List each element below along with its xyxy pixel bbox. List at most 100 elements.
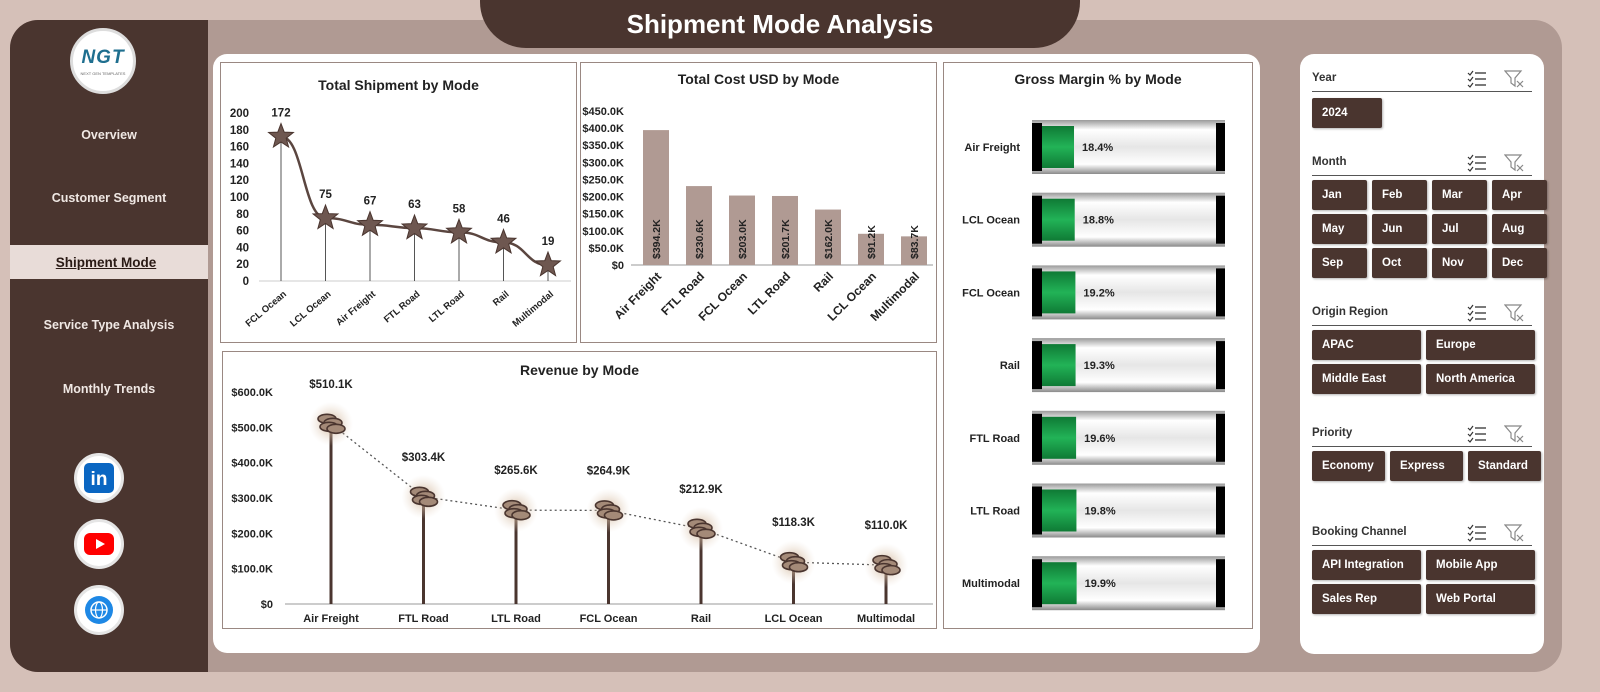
nav-shipment-mode[interactable]: Shipment Mode [10,245,208,279]
y-tick-label: 0 [243,276,249,288]
data-point-star [311,203,340,230]
bar [686,186,712,265]
nav-overview[interactable]: Overview [81,128,137,142]
y-tick-label: $200.0K [582,192,624,204]
month-option[interactable]: Sep [1312,248,1367,278]
page-title: Shipment Mode Analysis [480,0,1080,48]
data-label: 19.8% [1084,506,1115,518]
y-tick-label: 180 [230,125,249,137]
origin-region-option[interactable]: Europe [1426,330,1535,360]
sidebar: NGT NEXT GEN TEMPLATES Overview Customer… [10,20,208,672]
priority-option[interactable]: Standard [1468,451,1541,481]
data-label: $83.7K [909,225,921,259]
month-option[interactable]: Apr [1492,180,1547,210]
origin-region-option[interactable]: APAC [1312,330,1421,360]
year-option[interactable]: 2024 [1312,98,1382,128]
coin [603,510,624,521]
y-tick-label: $450.0K [582,106,624,118]
y-tick-label: $150.0K [582,209,624,221]
month-option[interactable]: Mar [1432,180,1487,210]
gross-margin-card: Gross Margin % by Mode Air Freight 18.4% L… [943,62,1253,629]
nav-monthly-trends[interactable]: Monthly Trends [62,382,156,396]
x-tick-label: FCL Ocean [580,613,638,625]
y-tick-label: $100.0K [582,226,624,238]
multi-select-icon[interactable] [1467,70,1487,88]
clear-filter-icon[interactable] [1503,524,1524,542]
clear-filter-icon[interactable] [1503,154,1524,172]
multi-select-icon[interactable] [1467,425,1487,443]
origin-region-option[interactable]: North America [1426,364,1535,394]
x-tick-label: Rail [491,289,511,309]
youtube-icon [84,533,114,555]
total-cost-chart: $450.0K $400.0K $350.0K $300.0K $250.0K $200.… [582,106,933,324]
month-option[interactable]: May [1312,214,1367,244]
month-option[interactable]: Dec [1492,248,1547,278]
category-label: Rail [1000,360,1020,372]
booking-channel-option[interactable]: Mobile App [1426,550,1535,580]
month-option[interactable]: Jan [1312,180,1367,210]
year-slicer-header: Year [1312,66,1532,92]
data-label: $230.6K [694,219,706,259]
priority-option[interactable]: Express [1390,451,1463,481]
coin [326,423,346,435]
y-tick-label: 120 [230,175,249,187]
y-tick-label: $400.0K [231,458,273,470]
data-label: $265.6K [494,465,538,477]
clear-filter-icon[interactable] [1503,70,1524,88]
y-tick-label: 140 [230,158,249,170]
month-option[interactable]: Feb [1372,180,1427,210]
bar-cap-right [1216,486,1225,535]
origin-region-option[interactable]: Middle East [1312,364,1421,394]
coin-stack-icon [317,413,346,435]
month-option[interactable]: Nov [1432,248,1487,278]
website-button[interactable] [74,585,124,635]
month-option[interactable]: Jun [1372,214,1427,244]
bar-fill [1042,344,1076,387]
data-point-star [489,227,518,255]
coin [788,561,809,573]
y-tick-label: 200 [230,108,249,120]
youtube-button[interactable] [74,519,124,569]
data-label: 19.6% [1084,433,1115,445]
data-label: $162.0K [823,219,835,259]
multi-select-icon[interactable] [1467,524,1487,542]
category-label: FTL Road [969,433,1020,445]
x-tick-label: LTL Road [491,613,541,625]
month-option[interactable]: Aug [1492,214,1547,244]
coin [881,564,901,576]
nav-service-type-analysis[interactable]: Service Type Analysis [43,318,175,332]
data-label: 19.2% [1083,287,1114,299]
coin [418,496,439,508]
y-tick-label: $400.0K [582,123,624,135]
bar-cap-left [1032,486,1042,535]
revenue-title: Revenue by Mode [519,362,640,378]
globe-icon [85,596,113,624]
linkedin-icon: in [84,463,114,493]
clear-filter-icon[interactable] [1503,304,1524,322]
y-tick-label: $350.0K [582,140,624,152]
y-tick-label: 60 [236,226,249,238]
data-label: 67 [364,196,377,208]
linkedin-button[interactable]: in [74,453,124,503]
month-option[interactable]: Oct [1372,248,1427,278]
month-slicer-header: Month [1312,150,1532,176]
booking-channel-option[interactable]: API Integration [1312,550,1421,580]
svg-text:in: in [91,469,108,490]
bar-cap-left [1032,341,1042,390]
multi-select-icon[interactable] [1467,154,1487,172]
bar-cap-right [1216,559,1225,608]
booking-channel-option[interactable]: Web Portal [1426,584,1535,614]
month-option[interactable]: Jul [1432,214,1487,244]
clear-filter-icon[interactable] [1503,425,1524,443]
booking-channel-option[interactable]: Sales Rep [1312,584,1421,614]
bar [772,195,798,265]
bar-fill [1042,489,1077,532]
y-tick-label: $300.0K [582,157,624,169]
priority-option[interactable]: Economy [1312,451,1385,481]
logo-text: NGT [81,46,125,68]
data-label: 172 [271,108,290,120]
nav-customer-segment[interactable]: Customer Segment [51,191,167,205]
x-tick-label: Multimodal [510,289,555,330]
data-label: $212.9K [679,484,723,496]
multi-select-icon[interactable] [1467,304,1487,322]
